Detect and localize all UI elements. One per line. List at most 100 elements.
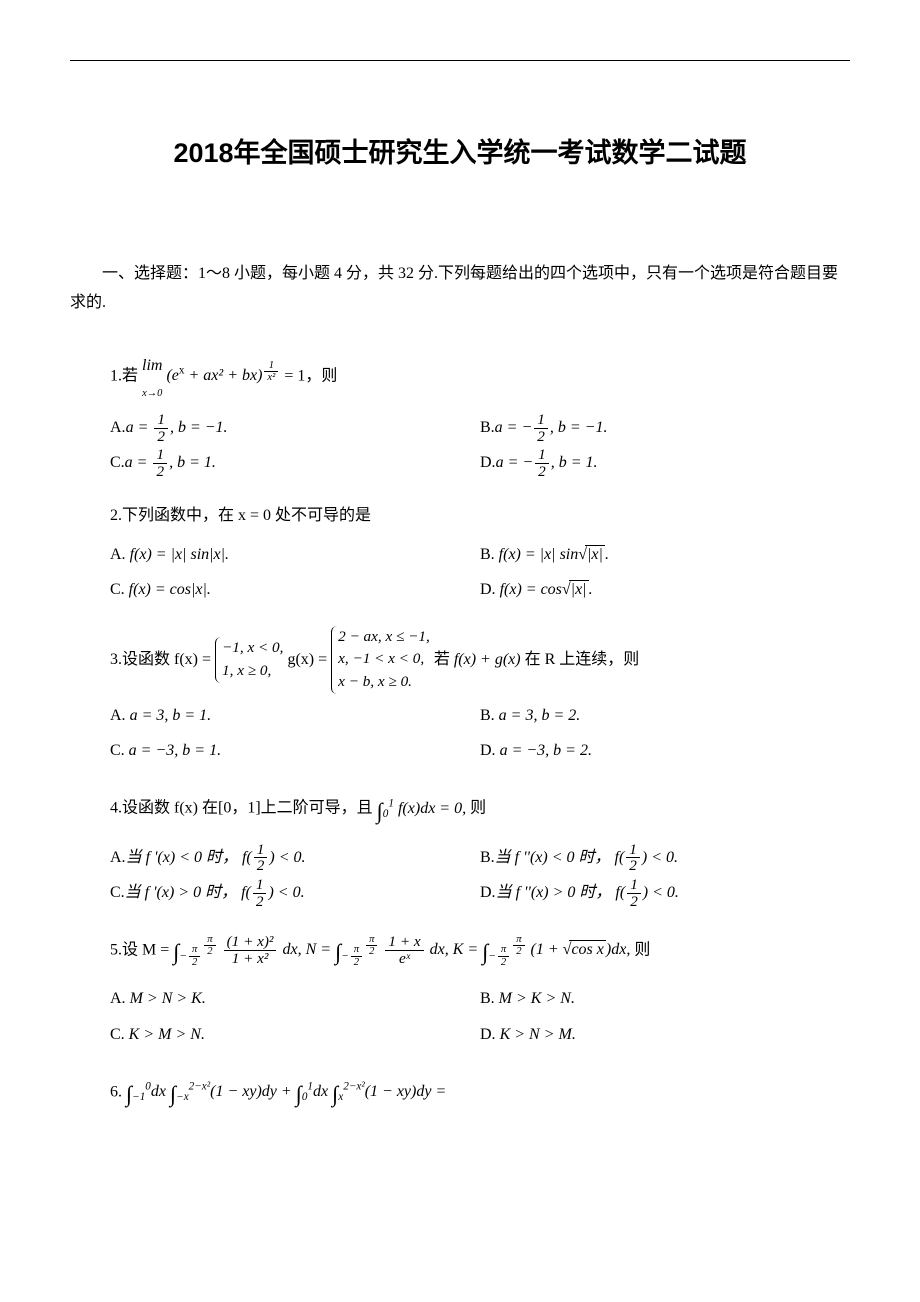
q5-opt-a: A. M > N > K.: [110, 981, 480, 1016]
label: D.: [480, 1026, 496, 1043]
label: D.: [480, 581, 496, 598]
sqrt-icon: [562, 581, 569, 598]
q6-stem: 6. ∫−10dx ∫−x2−x²(1 − xy)dy + ∫01dx ∫x2−…: [110, 1070, 850, 1119]
question-3: 3.设函数 f(x) = −1, x < 0, 1, x ≥ 0, g(x) =…: [110, 626, 850, 769]
q4-options: A.当 f '(x) < 0 时， f(12) < 0. B.当 f ''(x)…: [110, 840, 850, 910]
q1-options: A.a = 12, b = −1. B.a = −12, b = −1. C.a…: [110, 410, 850, 480]
exp-den: x²: [264, 372, 278, 383]
body: K > N > M.: [496, 1026, 576, 1043]
q3-options: A. a = 3, b = 1. B. a = 3, b = 2. C. a =…: [110, 698, 850, 768]
kpost: )dx,: [606, 941, 634, 958]
txt: a = −: [496, 454, 534, 471]
label: C.: [110, 454, 125, 471]
sqrt: |x|: [569, 580, 589, 598]
txt2: , b = −1.: [550, 419, 608, 436]
pre: 当 f ''(x) > 0 时， f(: [496, 884, 626, 901]
f-piecewise: −1, x < 0, 1, x ≥ 0,: [215, 637, 283, 683]
label: B.: [480, 419, 495, 436]
q2-opt-b: B. f(x) = |x| sin|x|.: [480, 537, 850, 572]
q2-stem: 2.下列函数中，在 x = 0 处不可导的是: [110, 498, 850, 533]
ub: π2: [364, 939, 379, 951]
d: 2: [154, 429, 168, 445]
label: A.: [110, 849, 126, 866]
exp-num: 1: [264, 360, 278, 372]
kbody: (1 +: [531, 941, 563, 958]
n: π: [366, 934, 377, 946]
question-6: 6. ∫−10dx ∫−x2−x²(1 − xy)dy + ∫01dx ∫x2−…: [110, 1070, 850, 1119]
body: f(x) = cos|x|.: [125, 581, 211, 598]
q1-opt-a: A.a = 12, b = −1.: [110, 410, 480, 445]
q4-opt-b: B.当 f ''(x) < 0 时， f(12) < 0.: [480, 840, 850, 875]
d: 2: [204, 946, 215, 957]
d: 2: [253, 894, 267, 910]
label: A.: [110, 990, 126, 1007]
q2-options: A. f(x) = |x| sin|x|. B. f(x) = |x| sin|…: [110, 537, 850, 607]
q2-opt-c: C. f(x) = cos|x|.: [110, 572, 480, 607]
body: a = −3, b = 2.: [496, 742, 592, 759]
post: ) < 0.: [268, 884, 304, 901]
lb: −1: [132, 1091, 145, 1103]
lb: −x: [176, 1091, 189, 1103]
exam-page: 2018年全国硕士研究生入学统一考试数学二试题 一、选择题：1～8 小题，每小题…: [0, 0, 920, 1177]
label: D.: [480, 454, 496, 471]
q5-opt-b: B. M > K > N.: [480, 981, 850, 1016]
pre: 当 f ''(x) < 0 时， f(: [495, 849, 625, 866]
d: 2: [626, 858, 640, 874]
top-rule: [70, 60, 850, 61]
q5-opt-d: D. K > N > M.: [480, 1017, 850, 1052]
r3: x − b, x ≥ 0.: [338, 671, 430, 694]
label: B.: [480, 546, 495, 563]
ub: 2−x²: [189, 1081, 210, 1093]
q4-opt-d: D.当 f ''(x) > 0 时， f(12) < 0.: [480, 875, 850, 910]
n: π: [189, 944, 200, 956]
n: 1: [626, 842, 640, 859]
q1-outer-exp: 1x²: [262, 365, 280, 377]
body: f(x)dx = 0,: [394, 800, 470, 817]
pre: 当 f '(x) > 0 时， f(: [125, 884, 251, 901]
q1-limit: lim x→0 (ex + ax² + bx)1x²: [142, 367, 284, 384]
d: 2: [366, 946, 377, 957]
q1-expr-open: (e: [166, 367, 178, 384]
d: 1 + x²: [224, 951, 277, 967]
q2-opt-d: D. f(x) = cos|x|.: [480, 572, 850, 607]
label: C.: [110, 1026, 125, 1043]
label: A.: [110, 546, 126, 563]
q3-opt-a: A. a = 3, b = 1.: [110, 698, 480, 733]
post: .: [605, 546, 609, 563]
q4-opt-c: C.当 f '(x) > 0 时， f(12) < 0.: [110, 875, 480, 910]
post: .: [589, 581, 593, 598]
suffix: 在 R 上连续，则: [525, 650, 640, 667]
label: B.: [480, 849, 495, 866]
lb: 0: [383, 808, 389, 820]
post: ) < 0.: [643, 884, 679, 901]
d: 2: [535, 464, 549, 480]
label: C.: [110, 742, 125, 759]
n: 1: [534, 412, 548, 429]
txt2: , b = 1.: [551, 454, 598, 471]
lb: 0: [302, 1091, 308, 1103]
n: 1: [153, 447, 167, 464]
suffix: 则: [470, 800, 486, 817]
n: (1 + x)²: [224, 934, 277, 951]
q3-opt-c: C. a = −3, b = 1.: [110, 733, 480, 768]
q4-opt-a: A.当 f '(x) < 0 时， f(12) < 0.: [110, 840, 480, 875]
ub: π2: [202, 939, 217, 951]
dx: dx: [151, 1083, 166, 1100]
n: 1: [254, 842, 268, 859]
question-1: 1.若 lim x→0 (ex + ax² + bx)1x² = 1，则 A.a…: [110, 348, 850, 480]
r1: 2 − ax, x ≤ −1,: [338, 626, 430, 649]
d: 2: [351, 957, 362, 968]
q3-opt-b: B. a = 3, b = 2.: [480, 698, 850, 733]
sqrt: |x|: [585, 545, 605, 563]
q5-opt-c: C. K > M > N.: [110, 1017, 480, 1052]
n: 1 + x: [385, 934, 423, 951]
label: A.: [110, 419, 126, 436]
q3-opt-d: D. a = −3, b = 2.: [480, 733, 850, 768]
label: A.: [110, 707, 126, 724]
section-1-intro: 一、选择题：1～8 小题，每小题 4 分，共 32 分.下列每题给出的四个选项中…: [70, 260, 850, 318]
mid1: dx, N =: [282, 941, 335, 958]
post: ) < 0.: [642, 849, 678, 866]
label: B.: [480, 707, 495, 724]
n: 1: [154, 412, 168, 429]
ub: π2: [511, 939, 526, 951]
